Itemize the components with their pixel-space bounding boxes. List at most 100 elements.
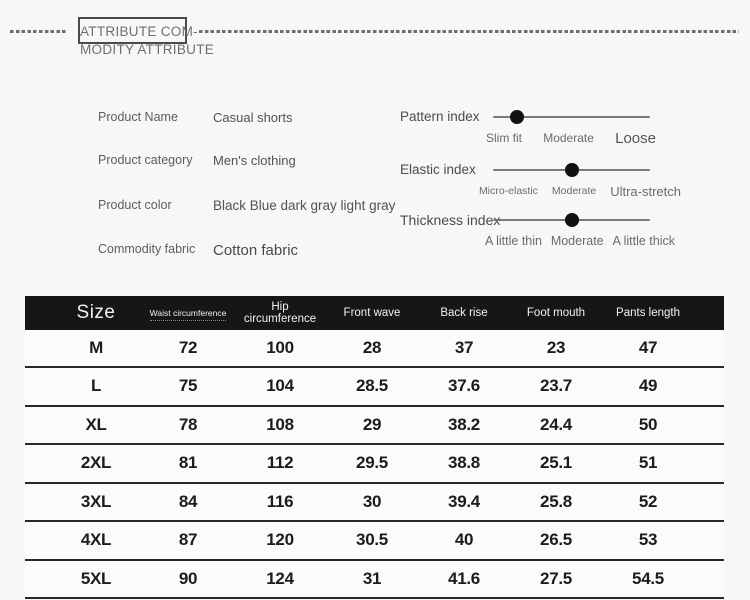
slider-row-thickness: Thickness index A little thin Moderate A… bbox=[0, 208, 750, 258]
size-table: Size Waist circumference Hip circumferen… bbox=[25, 296, 724, 599]
table-cell: 75 bbox=[178, 376, 198, 396]
attribute-label: Product category bbox=[98, 153, 193, 167]
slider-ticks: Slim fit Moderate Loose bbox=[486, 131, 656, 146]
table-cell: 24.4 bbox=[540, 414, 572, 434]
header-cell-foot: Foot mouth bbox=[526, 306, 586, 319]
table-cell: 28.5 bbox=[356, 376, 388, 396]
slider-tick: Moderate bbox=[543, 131, 594, 145]
size-label: L bbox=[90, 376, 102, 396]
table-cell: 112 bbox=[266, 453, 294, 473]
table-cell: 37.6 bbox=[448, 376, 480, 396]
table-cell: 29 bbox=[362, 414, 382, 434]
table-cell: 25.1 bbox=[540, 453, 572, 473]
table-cell: 27.5 bbox=[540, 568, 572, 588]
header-cell-back: Back rise bbox=[440, 306, 488, 319]
table-row: 3XL 84 116 30 39.4 25.8 52 bbox=[25, 483, 724, 522]
attribute-row-color: Product color Black Blue dark gray light… bbox=[0, 198, 420, 216]
table-cell: 31 bbox=[362, 568, 382, 588]
attribute-row-name: Product Name Casual shorts bbox=[0, 110, 420, 128]
size-label: 5XL bbox=[80, 568, 112, 588]
slider-tick: Slim fit bbox=[486, 131, 522, 145]
attribute-value: Black Blue dark gray light gray bbox=[213, 198, 396, 213]
slider-label: Pattern index bbox=[400, 109, 480, 124]
table-cell: 28 bbox=[362, 337, 382, 357]
table-cell: 30 bbox=[362, 491, 382, 511]
slider-label: Thickness index bbox=[400, 212, 501, 228]
table-cell: 47 bbox=[638, 337, 658, 357]
header-cell-hip: Hip circumference bbox=[243, 300, 317, 325]
slider-tick: Micro-elastic bbox=[479, 185, 538, 197]
table-cell: 23 bbox=[546, 337, 566, 357]
section-title: ATTRIBUTE COM- MODITY ATTRIBUTE bbox=[80, 23, 214, 59]
size-label: M bbox=[89, 337, 103, 357]
table-cell: 78 bbox=[178, 414, 198, 434]
table-row: L 75 104 28.5 37.6 23.7 49 bbox=[25, 368, 724, 407]
table-row: M 72 100 28 37 23 47 bbox=[25, 329, 724, 368]
size-label: 2XL bbox=[80, 453, 112, 473]
dash-line-left bbox=[10, 30, 68, 33]
table-cell: 40 bbox=[454, 530, 474, 550]
slider-label: Elastic index bbox=[400, 162, 476, 177]
table-cell: 23.7 bbox=[540, 376, 572, 396]
table-cell: 84 bbox=[178, 491, 198, 511]
slider-row-elastic: Elastic index Micro-elastic Moderate Ult… bbox=[0, 158, 750, 208]
size-label: XL bbox=[85, 414, 107, 434]
header-cell-pants: Pants length bbox=[616, 306, 680, 319]
table-cell: 54.5 bbox=[632, 568, 664, 588]
slider-ticks: Micro-elastic Moderate Ultra-stretch bbox=[479, 184, 681, 199]
slider-ticks: A little thin Moderate A little thick bbox=[485, 234, 675, 249]
table-cell: 41.6 bbox=[448, 568, 480, 588]
attribute-value: Cotton fabric bbox=[213, 242, 299, 259]
table-cell: 39.4 bbox=[448, 491, 480, 511]
slider-track[interactable] bbox=[493, 163, 650, 177]
attribute-row-category: Product category Men's clothing bbox=[0, 153, 420, 171]
header-cell-size: Size bbox=[76, 301, 116, 323]
table-cell: 124 bbox=[266, 568, 294, 588]
table-cell: 37 bbox=[454, 337, 474, 357]
table-cell: 51 bbox=[638, 453, 658, 473]
section-title-line2: MODITY ATTRIBUTE bbox=[80, 42, 215, 57]
attribute-label: Product color bbox=[98, 198, 172, 212]
slider-thumb[interactable] bbox=[509, 110, 524, 124]
slider-thumb[interactable] bbox=[564, 213, 579, 227]
section-title-box bbox=[78, 17, 187, 44]
header-cell-front: Front wave bbox=[343, 306, 401, 319]
header-cell-waist-label: Waist circumference bbox=[149, 307, 227, 321]
size-table-header: Size Waist circumference Hip circumferen… bbox=[25, 296, 724, 330]
attribute-value: Men's clothing bbox=[213, 153, 296, 168]
dash-line-right bbox=[199, 30, 739, 33]
table-cell: 26.5 bbox=[540, 530, 572, 550]
slider-track[interactable] bbox=[493, 213, 650, 227]
attribute-label: Product Name bbox=[98, 110, 178, 124]
table-cell: 100 bbox=[266, 337, 294, 357]
attribute-value: Casual shorts bbox=[213, 110, 293, 125]
table-cell: 49 bbox=[638, 376, 658, 396]
table-row: 2XL 81 112 29.5 38.8 25.1 51 bbox=[25, 445, 724, 484]
slider-tick: A little thick bbox=[612, 234, 675, 248]
slider-thumb[interactable] bbox=[564, 163, 579, 177]
slider-tick: Moderate bbox=[551, 185, 597, 197]
table-cell: 116 bbox=[266, 491, 294, 511]
attribute-row-fabric: Commodity fabric Cotton fabric bbox=[0, 242, 420, 260]
table-row: 4XL 87 120 30.5 40 26.5 53 bbox=[25, 522, 724, 561]
table-cell: 87 bbox=[178, 530, 198, 550]
attribute-label: Commodity fabric bbox=[98, 242, 196, 256]
table-cell: 104 bbox=[266, 376, 294, 396]
slider-tick: Loose bbox=[615, 130, 656, 147]
size-label: 3XL bbox=[80, 491, 112, 511]
slider-track[interactable] bbox=[493, 110, 650, 124]
table-cell: 29.5 bbox=[356, 453, 388, 473]
table-cell: 90 bbox=[178, 568, 198, 588]
section-title-line1: ATTRIBUTE COM- bbox=[80, 24, 198, 39]
slider-tick: Moderate bbox=[550, 234, 604, 248]
table-cell: 81 bbox=[178, 453, 198, 473]
slider-row-pattern: Pattern index Slim fit Moderate Loose bbox=[0, 105, 750, 155]
table-cell: 72 bbox=[178, 337, 198, 357]
table-cell: 53 bbox=[638, 530, 658, 550]
table-row: 5XL 90 124 31 41.6 27.5 54.5 bbox=[25, 560, 724, 599]
table-cell: 108 bbox=[266, 414, 294, 434]
header-cell-waist: Waist circumference bbox=[142, 307, 234, 321]
slider-tick: A little thin bbox=[485, 234, 542, 248]
table-cell: 52 bbox=[638, 491, 658, 511]
